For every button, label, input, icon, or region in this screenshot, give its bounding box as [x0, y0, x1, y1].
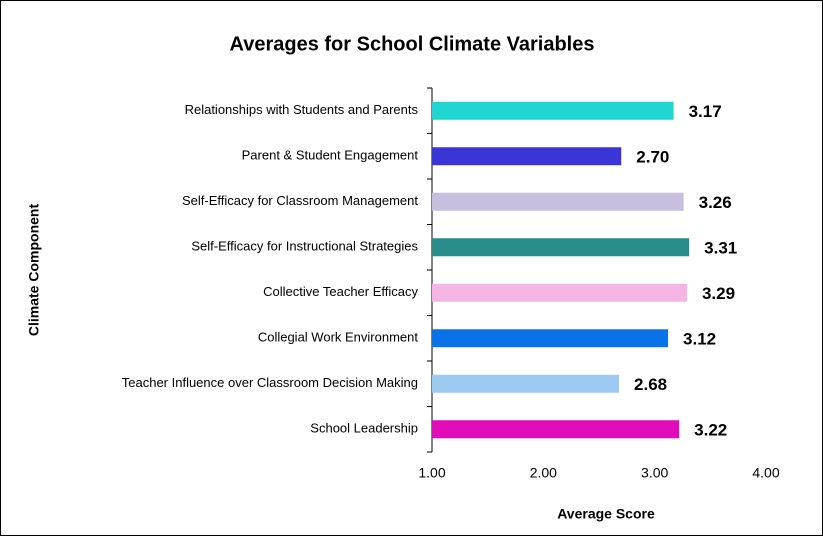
bar [432, 329, 669, 348]
bar [432, 283, 687, 302]
x-tick-label: 2.00 [530, 465, 557, 481]
y-tick-label: Teacher Influence over Classroom Decisio… [122, 375, 418, 390]
chart-title: Averages for School Climate Variables [230, 33, 595, 55]
y-tick-label: School Leadership [310, 421, 418, 436]
value-label: 3.17 [689, 102, 722, 121]
bar [432, 374, 620, 393]
x-axis-label: Average Score [557, 506, 655, 522]
x-tick-label: 4.00 [752, 465, 779, 481]
y-axis-label: Climate Component [26, 204, 42, 337]
value-label: 3.26 [699, 193, 732, 212]
y-tick-label: Self-Efficacy for Classroom Management [182, 193, 418, 208]
bar [432, 101, 674, 120]
bar [432, 238, 690, 257]
value-label: 2.68 [634, 375, 667, 394]
y-tick-label: Self-Efficacy for Instructional Strategi… [191, 239, 418, 254]
y-tick-label: Relationships with Students and Parents [185, 102, 419, 117]
bar [432, 192, 684, 211]
y-tick-label: Collective Teacher Efficacy [263, 284, 418, 299]
y-tick-label: Collegial Work Environment [258, 330, 419, 345]
value-label: 3.31 [704, 239, 737, 258]
x-tick-label: 1.00 [418, 465, 445, 481]
value-label: 3.12 [683, 330, 716, 349]
y-tick-label: Parent & Student Engagement [242, 148, 419, 163]
bar [432, 147, 622, 166]
value-label: 3.22 [694, 421, 727, 440]
bar [432, 420, 680, 439]
value-label: 2.70 [636, 148, 669, 167]
x-tick-label: 3.00 [641, 465, 668, 481]
value-label: 3.29 [702, 284, 735, 303]
